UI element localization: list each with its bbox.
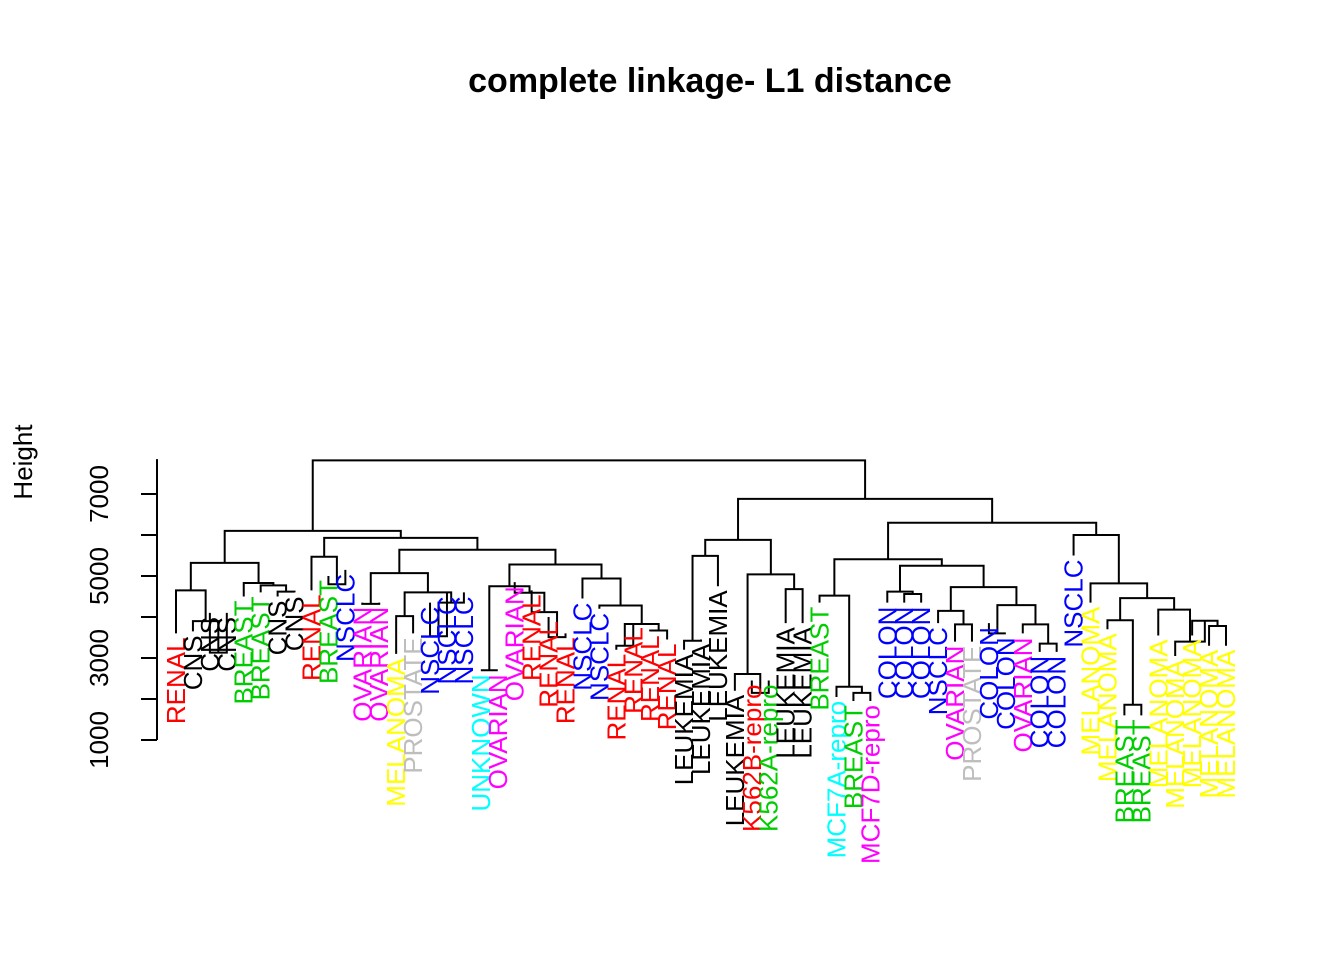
leaf-label: OVARIAN — [364, 607, 394, 722]
leaf-label: COLON — [1025, 656, 1055, 748]
leaf-label: OVARIAN — [347, 607, 377, 722]
leaf-label: COLON — [1042, 656, 1072, 748]
leaf-label: MELANOMA — [1160, 659, 1190, 808]
leaf-label: PROSTATE — [957, 646, 987, 782]
leaf-label: BREAST — [229, 600, 259, 704]
dendrogram-link — [704, 538, 772, 575]
leaf-label: RENAL — [601, 654, 631, 741]
leaf-label: LEUKEMIA — [771, 627, 801, 759]
dendrogram-links — [175, 459, 1227, 716]
leaf-label: MELANOMA — [1076, 606, 1106, 755]
dendrogram-link — [398, 548, 557, 574]
y-axis: 1000 3000 5000 7000 — [84, 459, 158, 769]
dendrogram-link — [887, 521, 1098, 560]
leaf-label: OVARIAN — [483, 674, 513, 789]
leaf-label: LEUKEMIA — [703, 590, 733, 722]
dendrogram-link — [581, 577, 622, 606]
leaf-label: RENAL — [534, 621, 564, 708]
leaf-label: RENAL — [618, 627, 648, 714]
chart-title: complete linkage- L1 distance — [468, 62, 952, 100]
leaf-label: NSCLC — [923, 627, 953, 715]
dendrogram-link — [937, 609, 965, 625]
leaf-label: CNS — [263, 601, 293, 656]
leaf-label: RENAL — [551, 637, 581, 724]
y-tick-label: 7000 — [84, 465, 114, 523]
leaf-label: NSCLC — [330, 574, 360, 662]
dendrogram-link — [508, 563, 603, 587]
leaf-label: CNS — [212, 617, 242, 672]
leaf-label: BREAST — [246, 596, 276, 700]
dendrogram-link — [1157, 608, 1192, 642]
dendrogram-link — [369, 572, 429, 604]
dendrogram-link — [311, 459, 867, 531]
leaf-label: NSCLC — [584, 613, 614, 701]
dendrogram-link — [323, 536, 479, 557]
dendrogram-link — [954, 623, 973, 642]
y-axis-label: Height — [8, 424, 38, 500]
dendrogram-link — [833, 558, 943, 596]
dendrogram-link — [276, 590, 296, 597]
leaf-label: BREAST — [313, 580, 343, 684]
dendrogram-link — [903, 593, 923, 603]
dendrogram-link — [835, 685, 863, 697]
y-tick-label: 3000 — [84, 629, 114, 687]
leaf-label: MELANOMA — [1143, 639, 1173, 788]
dendrogram-link — [737, 497, 994, 540]
leaf-label: MELANOMA — [1211, 649, 1241, 798]
leaf-label: NSCLC — [432, 596, 462, 684]
leaf-label: CNS — [280, 596, 310, 651]
leaf-label: MELANOMA — [1177, 639, 1207, 788]
dendrogram-link — [949, 586, 1018, 611]
dendrogram-link — [189, 561, 260, 591]
leaf-label: CNS — [178, 635, 208, 690]
dendrogram-link — [223, 529, 402, 563]
leaf-label: PROSTATE — [398, 637, 428, 773]
leaf-label: CNS — [195, 617, 225, 672]
leaf-label: BREAST — [838, 705, 868, 809]
dendrogram-link — [1123, 703, 1143, 716]
dendrogram-link — [852, 691, 872, 702]
leaf-label: LEUKEMIA — [720, 694, 750, 826]
leaf-label: LEUKEMIA — [686, 643, 716, 775]
leaf-label: MCF7A-repro — [821, 701, 851, 858]
leaf-label: COLON — [889, 607, 919, 699]
dendrogram-link — [1208, 625, 1227, 646]
leaf-label: OVARIAN — [1008, 637, 1038, 752]
leaf-label: RENAL — [652, 644, 682, 731]
leaf-label: MELANOMA — [1194, 649, 1224, 798]
y-tick-label: 5000 — [84, 547, 114, 605]
leaf-label: OVARIAN — [500, 586, 530, 701]
leaf-label: LEUKEMIA — [788, 627, 818, 759]
leaf-label: NSCLC — [1059, 560, 1089, 648]
leaf-label: COLON — [872, 607, 902, 699]
leaf-label: COLON — [974, 627, 1004, 719]
leaf-label: NSCLC — [449, 596, 479, 684]
dendrogram-link — [987, 623, 1006, 635]
leaf-label: COLON — [906, 607, 936, 699]
leaf-label: BREAST — [805, 607, 835, 711]
dendrogram-link — [1038, 642, 1058, 652]
leaf-label: K562B-repro — [737, 685, 767, 832]
leaf-label: COLON — [991, 637, 1021, 729]
leaf-label: MELANOMA — [1092, 633, 1122, 782]
leaf-label: RENAL — [635, 635, 665, 722]
leaf-label: UNKNOWN — [466, 674, 496, 811]
dendrogram-link — [784, 588, 804, 624]
leaf-label: MELANOMA — [381, 657, 411, 806]
leaf-label: LEUKEMIA — [669, 653, 699, 785]
leaf-label: K562A-repro — [754, 685, 784, 832]
leaf-label: MCF7D-repro — [855, 705, 885, 864]
leaf-label: BREAST — [1109, 719, 1139, 823]
leaf-label: OVARIAN — [940, 646, 970, 761]
dendrogram-link — [1089, 582, 1149, 603]
leaf-label: RENAL — [296, 594, 326, 681]
leaf-label: RENAL — [517, 594, 547, 681]
y-tick-label: 1000 — [84, 711, 114, 769]
leaf-label: RENAL — [161, 637, 191, 724]
leaf-labels: RENALCNSCNSCNSBREASTBREASTCNSCNSRENALBRE… — [161, 560, 1241, 864]
leaf-label: BREAST — [1126, 719, 1156, 823]
leaf-label: NSCLC — [567, 603, 597, 691]
leaf-label: NSCLC — [415, 607, 445, 695]
